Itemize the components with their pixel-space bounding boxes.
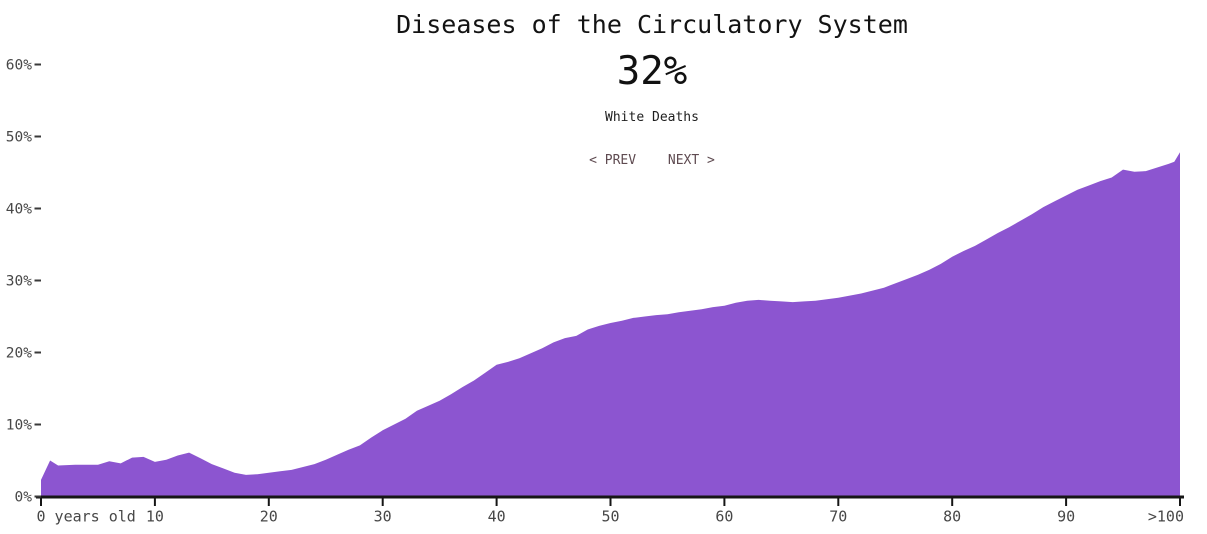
y-axis-tick-label: 20% — [6, 346, 32, 362]
series-subtitle: White Deaths — [605, 110, 699, 125]
x-axis-tick-label: 60 — [715, 508, 733, 526]
chart-header: Diseases of the Circulatory System 32% W… — [97, 0, 1207, 185]
x-axis-tick-label: 20 — [260, 508, 278, 526]
y-axis-tick-label: 40% — [6, 202, 32, 218]
area-series-white-deaths — [41, 152, 1180, 497]
x-axis-tick-label: 90 — [1057, 508, 1075, 526]
x-axis-tick-label: 0 years old — [37, 508, 136, 526]
chart-title: Diseases of the Circulatory System — [396, 10, 908, 39]
next-button[interactable]: NEXT > — [667, 153, 715, 168]
x-axis-tick-label: 40 — [488, 508, 506, 526]
highlight-value: 32% — [616, 49, 688, 94]
y-axis-tick-label: 50% — [6, 130, 32, 146]
y-axis-tick-label: 10% — [6, 418, 32, 434]
x-axis-tick-label: 30 — [374, 508, 392, 526]
x-axis-tick-label: >100 — [1148, 508, 1184, 526]
y-axis-tick-label: 30% — [6, 274, 32, 290]
x-axis-tick-label: 10 — [146, 508, 164, 526]
x-axis-tick-label: 50 — [601, 508, 619, 526]
y-axis-tick-label: 0% — [15, 490, 33, 506]
x-axis-tick-label: 70 — [829, 508, 847, 526]
x-axis-tick-label: 80 — [943, 508, 961, 526]
prev-button[interactable]: < PREV — [589, 153, 637, 168]
y-axis-tick-label: 60% — [6, 58, 32, 74]
series-navigation: < PREV NEXT > — [97, 153, 1207, 169]
